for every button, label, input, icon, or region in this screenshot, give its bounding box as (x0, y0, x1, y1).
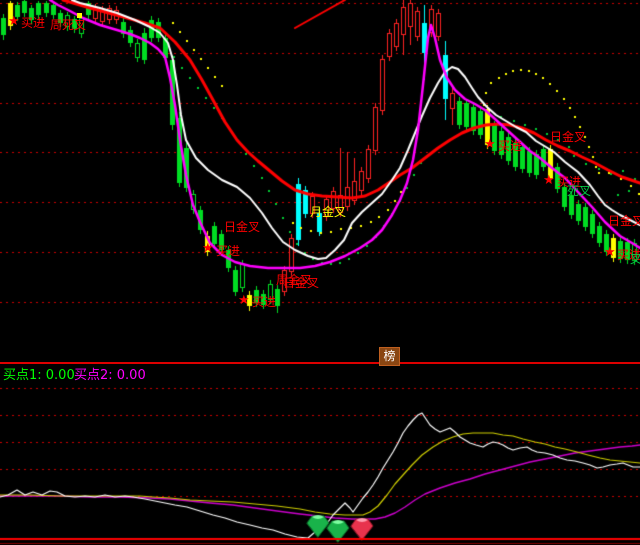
indicator-value-buypoint2: 买点2: 0.00 (74, 368, 146, 383)
indicator-value-buypoint1: 买点1: 0.00 (3, 368, 75, 383)
panel-divider-handle[interactable] (0, 362, 640, 364)
panel-divider-tag[interactable]: 榜 (379, 347, 400, 366)
